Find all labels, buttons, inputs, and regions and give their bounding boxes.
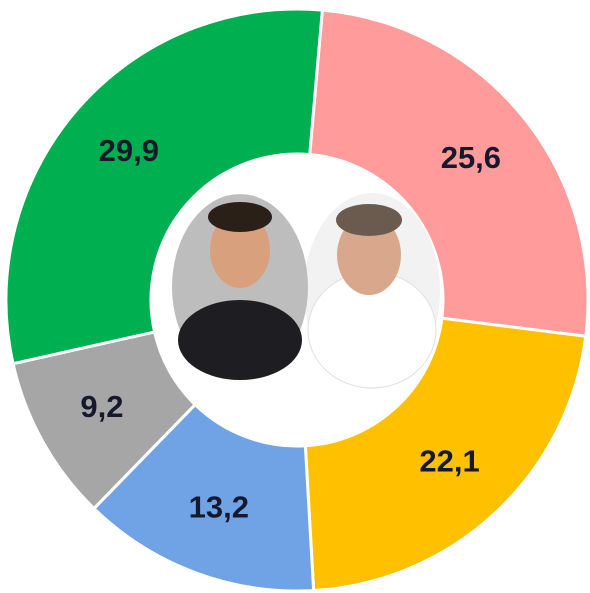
photo-right-face <box>337 215 401 295</box>
photo-left-jacket <box>178 300 302 380</box>
data-label: 25,6 <box>441 140 501 175</box>
data-label: 22,1 <box>419 443 479 478</box>
photo-left-face <box>210 212 270 288</box>
slice <box>308 8 590 338</box>
donut: 25,6 22,1 13,2 9,2 29,9 <box>4 7 590 593</box>
slice <box>4 7 324 366</box>
photo-left-hair <box>208 202 272 232</box>
data-label: 29,9 <box>99 133 159 168</box>
data-label: 9,2 <box>80 389 123 424</box>
center-photos <box>172 193 440 389</box>
photo-right-hair <box>336 204 402 236</box>
slice <box>303 316 588 593</box>
data-label: 13,2 <box>189 490 249 525</box>
